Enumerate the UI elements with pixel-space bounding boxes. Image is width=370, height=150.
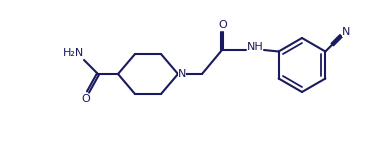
Text: NH: NH [247, 42, 263, 52]
Text: O: O [82, 94, 90, 104]
Text: N: N [178, 69, 186, 79]
Text: O: O [219, 20, 228, 30]
Text: H₂N: H₂N [63, 48, 84, 58]
Text: N: N [342, 27, 350, 37]
